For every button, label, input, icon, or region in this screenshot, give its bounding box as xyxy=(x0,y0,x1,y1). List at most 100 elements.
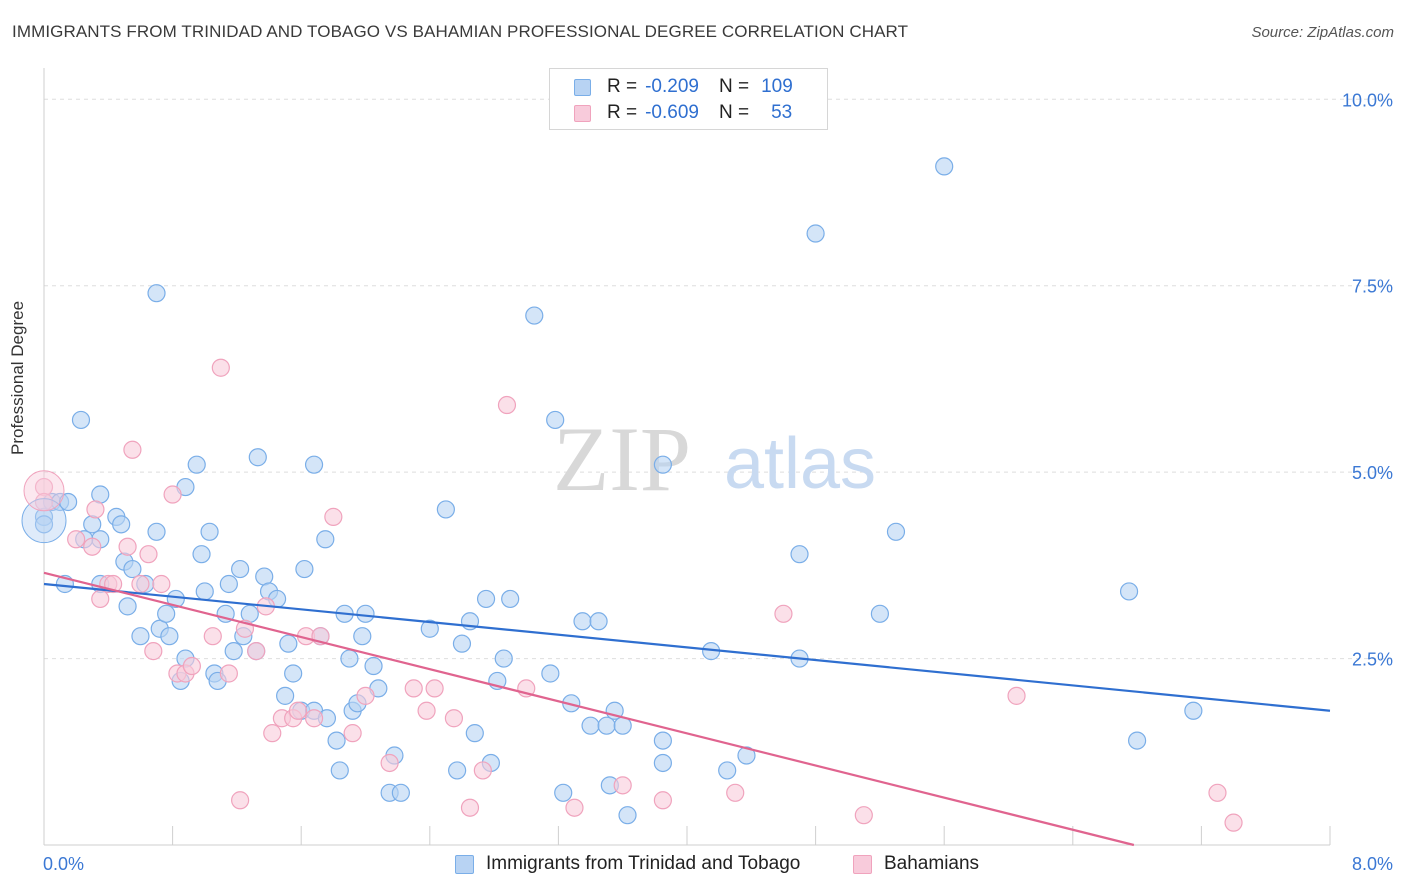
stats-row-bahamians: R = -0.609 N = 53 xyxy=(574,100,792,126)
trinidad-point xyxy=(327,731,346,750)
trinidad-trend-line xyxy=(43,582,1331,712)
trinidad-point xyxy=(597,716,616,735)
bahamians-point xyxy=(247,642,266,661)
trinidad-point xyxy=(364,656,383,676)
trinidad-point xyxy=(436,500,455,519)
trinidad-point xyxy=(790,545,809,564)
bahamians-point xyxy=(854,806,873,825)
trinidad-point xyxy=(147,522,166,541)
bahamians-point xyxy=(460,798,480,817)
trinidad-point xyxy=(546,410,565,430)
trinidad-point xyxy=(83,515,102,534)
y-tick-label: 2.5% xyxy=(1352,650,1393,670)
bahamians-point xyxy=(417,701,436,720)
bahamians-point xyxy=(1007,686,1026,705)
r-value: -0.209 xyxy=(645,76,699,97)
bahamians-point xyxy=(83,537,102,556)
trinidad-point xyxy=(554,783,573,802)
bahamians-point xyxy=(324,507,343,526)
trinidad-point xyxy=(501,589,520,609)
trinidad-point xyxy=(118,597,137,616)
trinidad-point xyxy=(391,783,410,802)
trinidad-point xyxy=(279,634,298,653)
legend-item-bahamians: Bahamians xyxy=(853,850,979,878)
trinidad-point xyxy=(71,410,91,430)
trinidad-point xyxy=(248,448,267,467)
bahamians-point xyxy=(144,642,163,661)
trinidad-point xyxy=(353,627,372,646)
trinidad-point xyxy=(589,612,608,631)
trinidad-point xyxy=(452,634,472,653)
trinidad-point xyxy=(618,806,637,825)
trinidad-point xyxy=(420,619,439,638)
trinidad-point xyxy=(935,157,954,176)
bahamians-point xyxy=(203,627,222,646)
bahamians-point xyxy=(91,589,110,609)
bahamians-point xyxy=(444,709,464,728)
y-tick-label: 7.5% xyxy=(1352,277,1393,297)
bahamians-point xyxy=(304,709,324,728)
y-axis-label: Professional Degree xyxy=(8,300,27,455)
trinidad-point xyxy=(1184,701,1203,720)
legend-label: Bahamians xyxy=(884,853,980,874)
trinidad-point xyxy=(330,761,349,780)
trinidad-point xyxy=(295,559,314,579)
grid xyxy=(44,98,1392,660)
bahamians-point xyxy=(163,485,182,504)
chart-title: IMMIGRANTS FROM TRINIDAD AND TOBAGO VS B… xyxy=(12,22,909,41)
trinidad-cluster-point xyxy=(21,498,67,544)
trinidad-point xyxy=(886,522,906,541)
trinidad-point xyxy=(737,746,756,765)
bahamians-point xyxy=(425,679,444,698)
n-value: 109 xyxy=(761,76,793,97)
trinidad-point xyxy=(718,761,737,780)
bahamians-point xyxy=(1208,783,1227,802)
bahamians-point xyxy=(231,791,250,810)
n-label: N = xyxy=(718,102,750,123)
trinidad-swatch-icon xyxy=(574,78,591,96)
r-value: -0.609 xyxy=(645,102,699,123)
trinidad-point xyxy=(192,545,211,564)
bahamians-point xyxy=(219,664,238,683)
trinidad-point xyxy=(131,627,150,646)
trinidad-point xyxy=(448,761,467,780)
trinidad-point xyxy=(147,284,166,303)
bahamians-point xyxy=(404,679,423,698)
trinidad-point xyxy=(187,455,206,474)
trinidad-point xyxy=(653,455,672,474)
trinidad-point xyxy=(123,559,142,579)
bahamians-swatch-icon xyxy=(574,104,591,122)
trinidad-point xyxy=(276,686,295,705)
trinidad-point xyxy=(573,612,592,631)
trinidad-point xyxy=(581,716,600,735)
bahamians-point xyxy=(152,574,171,594)
legend-item-trinidad: Immigrants from Trinidad and Tobago xyxy=(455,850,800,878)
trinidad-point xyxy=(870,604,890,623)
trinidad-point xyxy=(653,753,672,773)
trinidad-point xyxy=(356,604,375,623)
legend-label: Immigrants from Trinidad and Tobago xyxy=(486,853,801,874)
bahamians-point xyxy=(653,791,672,810)
bahamians-trend-line xyxy=(43,571,1135,847)
bahamians-point xyxy=(343,724,362,743)
y-tick-label: 10.0% xyxy=(1342,90,1393,110)
trinidad-point xyxy=(494,649,513,668)
n-value: 53 xyxy=(771,102,793,123)
watermark-zip: ZIP xyxy=(553,408,691,510)
tick-labels: 2.5% 5.0% 7.5% 10.0% 0.0% 8.0% xyxy=(43,90,1393,874)
bahamians-point xyxy=(263,724,282,743)
trinidad-point xyxy=(1127,731,1147,750)
trinidad-point xyxy=(316,530,335,549)
r-label: R = xyxy=(607,76,638,97)
trinidad-point xyxy=(541,664,560,683)
n-label: N = xyxy=(718,76,750,97)
trinidad-point xyxy=(284,664,303,683)
r-label: R = xyxy=(607,102,638,123)
trinidad-point xyxy=(476,589,496,609)
bahamians-cluster-point xyxy=(23,470,65,512)
trinidad-point xyxy=(59,492,78,512)
trinidad-point xyxy=(224,642,243,661)
stats-box: R = -0.209 N = 109 R = -0.609 N = 53 xyxy=(549,68,828,130)
trinidad-point xyxy=(112,515,131,534)
